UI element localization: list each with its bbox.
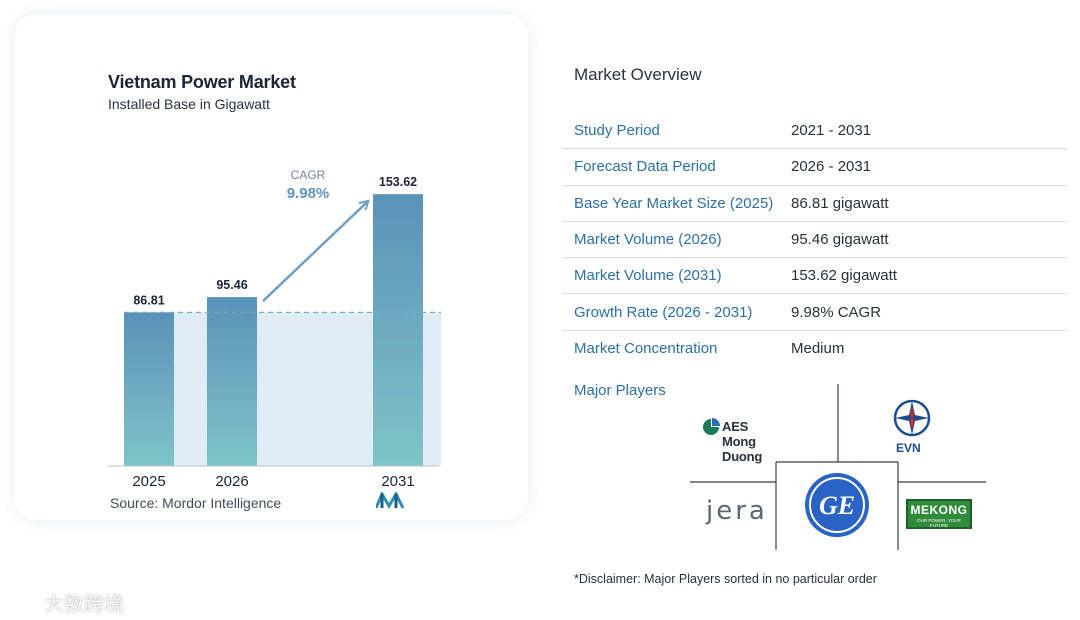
- overview-row-value: 153.62 gigawatt: [791, 267, 897, 285]
- chart-subtitle: Installed Base in Gigawatt: [108, 96, 270, 112]
- overview-row-label: Base Year Market Size (2025): [574, 194, 774, 212]
- player-jera: JERA: [706, 496, 768, 526]
- player-aes: AES Mong Duong: [722, 419, 762, 464]
- data-label-2026: 95.46: [216, 278, 247, 292]
- cagr-value: 9.98%: [287, 185, 330, 202]
- overview-row: Growth Rate (2026 - 2031) 9.98% CAGR: [562, 294, 1067, 331]
- disclaimer: *Disclaimer: Major Players sorted in no …: [574, 572, 877, 586]
- watermark-logo-icon: [9, 595, 35, 610]
- aes-logo-icon: [703, 418, 720, 435]
- watermark: 大数跨境: [8, 588, 124, 617]
- overview-row-label: Market Concentration: [574, 340, 718, 358]
- evn-logo-icon: [893, 399, 931, 437]
- mordor-logo-icon: [376, 492, 405, 509]
- major-players-label: Major Players: [574, 382, 666, 399]
- bar-2025: [124, 312, 174, 466]
- cagr-arrow: [262, 202, 367, 302]
- overview-title: Market Overview: [574, 65, 702, 84]
- data-label-2031: 153.62: [379, 175, 417, 189]
- overview-row-value: 2026 - 2031: [791, 158, 872, 176]
- overview-table: Study Period 2021 - 2031 Forecast Data P…: [562, 113, 1067, 367]
- ge-logo-icon: GE: [805, 473, 869, 537]
- overview-row-value: 2021 - 2031: [791, 122, 872, 140]
- cagr-label: CAGR: [291, 168, 326, 182]
- overview-row-label: Market Volume (2026): [574, 231, 722, 249]
- bar-chart: 86.81 2025 95.46 2026 153.62 2031 CAGR 9.98%: [108, 168, 441, 490]
- overview-row: Forecast Data Period 2026 - 2031: [562, 149, 1067, 186]
- player-aes-name: AES Mong Duong: [722, 419, 763, 464]
- overview-row: Study Period 2021 - 2031: [562, 113, 1067, 150]
- chart-card: Vietnam Power Market Installed Base in G…: [14, 14, 528, 520]
- watermark-text: 大数跨境: [44, 592, 124, 616]
- overview-row-label: Study Period: [574, 122, 660, 140]
- player-mekong-tagline: OUR POWER, YOUR FUTURE: [917, 518, 961, 528]
- player-ge: GE: [819, 491, 855, 520]
- overview-row-value: Medium: [791, 340, 845, 358]
- overview-row: Market Volume (2031) 153.62 gigawatt: [562, 258, 1067, 295]
- overview-row-value: 86.81 gigawatt: [791, 194, 889, 212]
- overview-row-value: 95.46 gigawatt: [791, 231, 889, 249]
- chart-title: Vietnam Power Market: [108, 72, 296, 92]
- x-tick-2025: 2025: [132, 473, 165, 490]
- overview-row: Market Concentration Medium: [562, 331, 1067, 367]
- overview-row: Base Year Market Size (2025) 86.81 gigaw…: [562, 186, 1067, 222]
- x-tick-2031: 2031: [381, 473, 414, 490]
- overview-row-value: 9.98% CAGR: [791, 303, 882, 321]
- data-label-2025: 86.81: [133, 293, 164, 307]
- overview-row-label: Forecast Data Period: [574, 158, 716, 176]
- overview-row: Market Volume (2026) 95.46 gigawatt: [562, 222, 1067, 259]
- overview-row-label: Growth Rate (2026 - 2031): [574, 303, 753, 321]
- source-text: Source: Mordor Intelligence: [110, 495, 282, 511]
- mekong-logo: MEKONG OUR POWER, YOUR FUTURE: [906, 499, 972, 529]
- x-tick-2026: 2026: [215, 473, 248, 490]
- bar-2031: [373, 194, 423, 466]
- player-mekong: MEKONG: [910, 503, 968, 517]
- bar-2026: [207, 297, 257, 466]
- overview-row-label: Market Volume (2031): [574, 267, 722, 285]
- player-evn: EVN: [896, 441, 921, 455]
- players-grid-lines: [690, 384, 986, 550]
